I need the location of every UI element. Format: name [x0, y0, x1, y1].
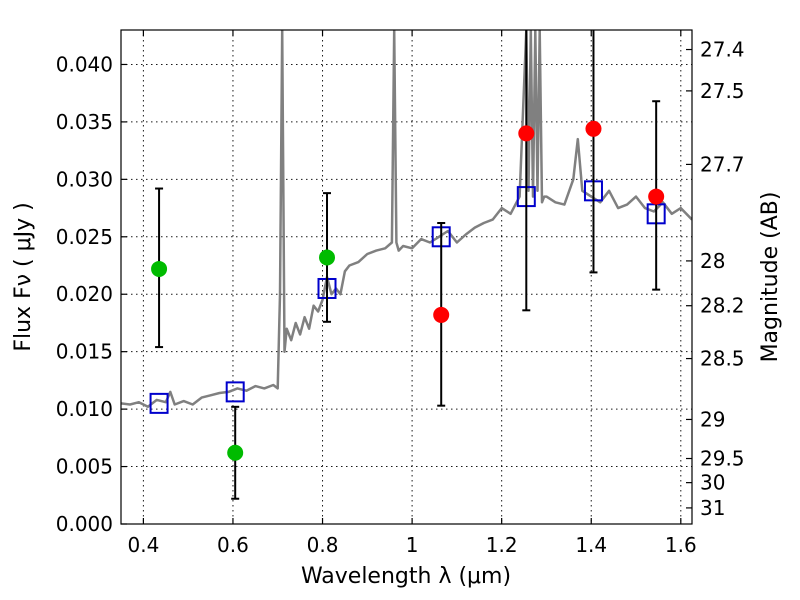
grid-lines — [121, 30, 692, 524]
model-square-point — [225, 381, 245, 403]
y2-tick-label: 28.2 — [700, 294, 745, 318]
y2-tick-label: 30 — [700, 471, 725, 495]
detection-point — [227, 444, 244, 461]
x-tick-label: 0.6 — [217, 533, 249, 557]
detection-point — [319, 249, 336, 266]
plot-frame — [120, 29, 693, 525]
y2-tick-label: 31 — [700, 496, 725, 520]
y2-tick-label: 27.4 — [700, 38, 745, 62]
detection-point — [585, 120, 602, 137]
detection-point — [648, 188, 665, 205]
y2-tick-label: 27.5 — [700, 79, 745, 103]
y-axis-label: Flux Fν ( μJy ) — [11, 202, 36, 351]
y2-tick-label: 28 — [700, 249, 725, 273]
detection-point — [151, 260, 168, 277]
x-tick-label: 1 — [406, 533, 419, 557]
x-tick-label: 0.4 — [127, 533, 159, 557]
x-axis-label: Wavelength λ (μm) — [301, 564, 511, 589]
spectrum-line — [121, 30, 692, 409]
axes: 0.4 0.6 0.8 1 1.2 1.4 1.6 0.000 0.005 0.010 0.015 0… — [56, 30, 745, 557]
y-tick-label: 0.035 — [56, 110, 113, 134]
y2-axis-label: Magnitude (AB) — [758, 192, 783, 363]
y2-tick-label: 29.5 — [700, 447, 745, 471]
plot-area — [121, 30, 692, 409]
y-tick-label: 0.015 — [56, 340, 113, 364]
x-tick-label: 0.8 — [307, 533, 339, 557]
y-tick-label: 0.030 — [56, 167, 113, 191]
y2-tick-label: 28.5 — [700, 347, 745, 371]
x-tick-label: 1.2 — [486, 533, 518, 557]
detection-point — [518, 125, 535, 142]
markers-layer — [149, 30, 666, 500]
y2-tick-label: 29 — [700, 407, 725, 431]
y-tick-label: 0.005 — [56, 455, 113, 479]
x-tick-label: 1.4 — [575, 533, 607, 557]
model-square-point — [149, 392, 169, 414]
y-tick-label: 0.025 — [56, 225, 113, 249]
y-tick-label: 0.010 — [56, 397, 113, 421]
y-tick-label: 0.000 — [56, 512, 113, 536]
y2-tick-label: 27.7 — [700, 152, 745, 176]
x-tick-label: 1.6 — [665, 533, 697, 557]
y-tick-label: 0.020 — [56, 282, 113, 306]
detection-point — [433, 306, 450, 323]
y-tick-label: 0.040 — [56, 52, 113, 76]
